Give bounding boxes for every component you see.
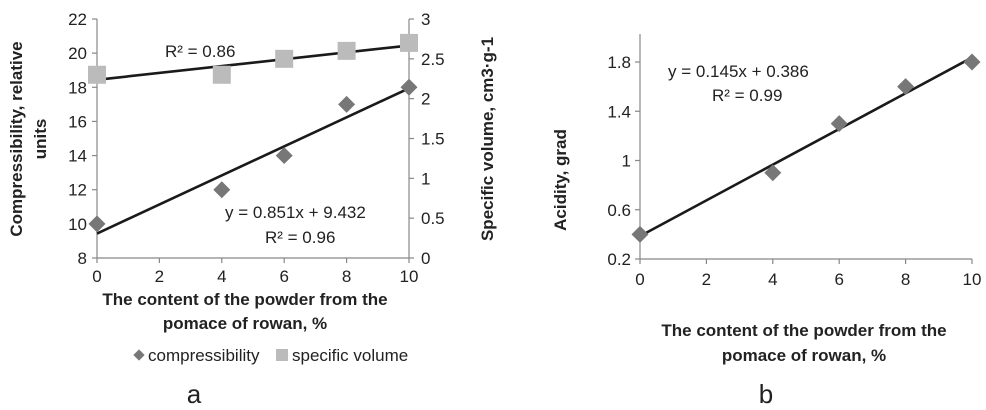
x-tick-label: 10 bbox=[400, 267, 419, 286]
legend-label-specific-volume: specific volume bbox=[292, 346, 408, 365]
data-points bbox=[631, 53, 981, 243]
legend-square-icon bbox=[276, 349, 288, 361]
x-tick-label: 6 bbox=[834, 270, 843, 289]
y2-tick-label: 3 bbox=[421, 10, 430, 29]
x-tick-label: 6 bbox=[279, 267, 288, 286]
data-point-specific-volume bbox=[88, 65, 106, 84]
data-point-compressibility bbox=[338, 95, 356, 113]
x-axis-title-line2: pomace of rowan, % bbox=[722, 346, 886, 365]
y-axis-title-line2: units bbox=[31, 119, 50, 160]
data-point-acidity bbox=[963, 53, 981, 71]
y-axis-title-line1: Compressibility, relative bbox=[7, 41, 26, 236]
r2-specific-volume: R² = 0.86 bbox=[165, 42, 235, 61]
y-tick-labels: 0.2 0.6 1 1.4 1.8 bbox=[607, 53, 631, 269]
tick-marks bbox=[92, 18, 414, 263]
data-point-compressibility bbox=[88, 215, 106, 233]
equation-acidity: y = 0.145x + 0.386 bbox=[668, 62, 809, 81]
y2-tick-label: 0 bbox=[421, 249, 430, 268]
data-point-compressibility bbox=[275, 147, 293, 165]
data-points bbox=[88, 33, 418, 233]
y-tick-label: 20 bbox=[68, 44, 87, 63]
data-point-specific-volume bbox=[400, 33, 418, 52]
y-axis-title: Acidity, grad bbox=[551, 129, 570, 231]
panel-label-b: b bbox=[759, 379, 773, 409]
legend: compressibility specific volume bbox=[133, 346, 408, 365]
panel-label-a: a bbox=[187, 379, 202, 409]
y-tick-label: 1 bbox=[622, 152, 631, 171]
y-tick-label: 12 bbox=[68, 181, 87, 200]
equation-compressibility: y = 0.851x + 9.432 bbox=[225, 203, 366, 222]
y-tick-label: 0.6 bbox=[607, 201, 631, 220]
y-tick-label: 14 bbox=[68, 147, 87, 166]
x-tick-label: 2 bbox=[702, 270, 711, 289]
trendline-specific-volume bbox=[96, 44, 410, 82]
data-point-specific-volume bbox=[212, 65, 231, 84]
x-tick-labels: 0 2 4 6 8 10 bbox=[635, 270, 981, 289]
x-axis-title-line1: The content of the powder from the bbox=[102, 290, 387, 309]
data-point-acidity bbox=[830, 115, 848, 133]
y-tick-label: 8 bbox=[78, 249, 87, 268]
y-tick-label: 1.8 bbox=[607, 53, 631, 72]
y-tick-label: 0.2 bbox=[607, 250, 631, 269]
y2-tick-label: 2.5 bbox=[421, 50, 445, 69]
data-point-compressibility bbox=[213, 181, 231, 199]
r2-compressibility: R² = 0.96 bbox=[265, 228, 335, 247]
x-tick-label: 8 bbox=[342, 267, 351, 286]
trendline bbox=[639, 56, 973, 238]
y2-tick-label: 1.5 bbox=[421, 130, 445, 149]
x-tick-label: 4 bbox=[217, 267, 226, 286]
y-tick-label: 18 bbox=[68, 78, 87, 97]
data-point-compressibility bbox=[400, 78, 418, 96]
r2-acidity: R² = 0.99 bbox=[712, 86, 782, 105]
y-tick-label: 1.4 bbox=[607, 102, 631, 121]
y-tick-label: 22 bbox=[68, 10, 87, 29]
chart-panel-b: 0 2 4 6 8 10 0.2 0.6 1 1.4 1.8 y = 0.145x + 0.386… bbox=[551, 34, 981, 409]
y-tick-label: 16 bbox=[68, 112, 87, 131]
y-tick-label: 10 bbox=[68, 215, 87, 234]
left-y-tick-labels: 8 10 12 14 16 18 20 22 bbox=[68, 10, 87, 268]
x-tick-label: 4 bbox=[768, 270, 777, 289]
data-point-acidity bbox=[897, 78, 915, 96]
x-tick-label: 8 bbox=[901, 270, 910, 289]
x-tick-label: 2 bbox=[155, 267, 164, 286]
x-axis-title-line1: The content of the powder from the bbox=[661, 321, 946, 340]
y2-axis-title: Specific volume, cm3·g-1 bbox=[478, 37, 497, 241]
trendlines bbox=[96, 44, 410, 235]
y2-tick-label: 0.5 bbox=[421, 209, 445, 228]
data-point-acidity bbox=[631, 225, 649, 243]
x-tick-labels: 0 2 4 6 8 10 bbox=[92, 267, 418, 286]
x-tick-label: 10 bbox=[963, 270, 982, 289]
data-point-acidity bbox=[764, 164, 782, 182]
trendline-acidity bbox=[639, 56, 973, 238]
tick-marks bbox=[635, 61, 973, 264]
y2-tick-label: 2 bbox=[421, 90, 430, 109]
x-tick-label: 0 bbox=[92, 267, 101, 286]
data-point-specific-volume bbox=[275, 49, 294, 68]
legend-label-compressibility: compressibility bbox=[148, 346, 260, 365]
y2-tick-label: 1 bbox=[421, 169, 430, 188]
right-y-tick-labels: 0 0.5 1 1.5 2 2.5 3 bbox=[421, 10, 445, 268]
legend-diamond-icon bbox=[133, 349, 145, 361]
chart-panel-a: 0 2 4 6 8 10 8 10 12 14 16 18 20 22 0 0.5 1 1.5 2 2.5 3 R²… bbox=[7, 10, 497, 409]
data-point-specific-volume bbox=[337, 41, 356, 60]
x-axis-title-line2: pomace of rowan, % bbox=[163, 314, 327, 333]
x-tick-label: 0 bbox=[635, 270, 644, 289]
trendline-compressibility bbox=[96, 87, 410, 235]
